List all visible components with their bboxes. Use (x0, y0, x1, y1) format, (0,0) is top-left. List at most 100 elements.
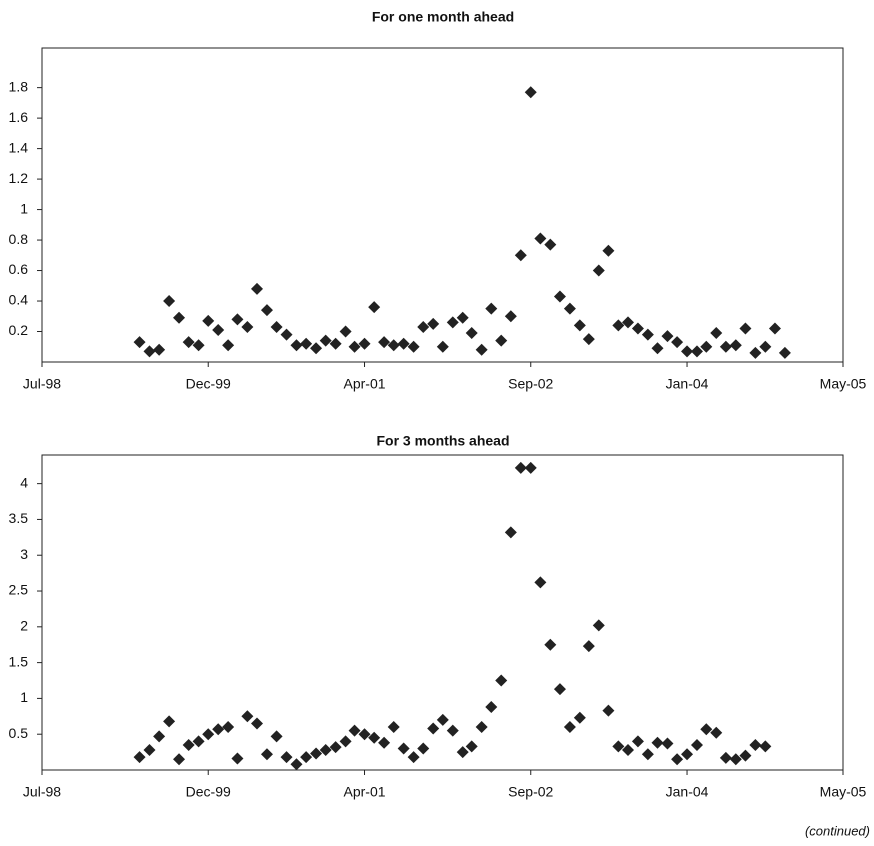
marker (358, 728, 371, 741)
marker (573, 319, 586, 332)
marker (417, 320, 430, 333)
x-tick-label: May-05 (820, 784, 867, 800)
y-tick-label: 3.5 (9, 510, 29, 526)
marker (417, 742, 430, 755)
marker (397, 742, 410, 755)
marker (524, 461, 537, 474)
marker (544, 238, 557, 251)
marker (631, 322, 644, 335)
marker (348, 340, 361, 353)
y-tick-label: 0.8 (9, 231, 29, 247)
marker (651, 342, 664, 355)
marker (378, 336, 391, 349)
y-tick-label: 1.2 (9, 170, 29, 186)
marker (621, 316, 634, 329)
marker (260, 748, 273, 761)
marker (280, 328, 293, 341)
marker (192, 735, 205, 748)
marker (251, 282, 264, 295)
marker (671, 336, 684, 349)
marker (163, 295, 176, 308)
marker (290, 758, 303, 771)
marker (182, 336, 195, 349)
marker (456, 311, 469, 324)
marker (231, 313, 244, 326)
marker (290, 339, 303, 352)
y-tick-label: 0.4 (9, 292, 29, 308)
plot-frame (41, 47, 844, 363)
marker (739, 322, 752, 335)
marker (573, 711, 586, 724)
marker (280, 751, 293, 764)
marker (310, 747, 323, 760)
marker (456, 746, 469, 759)
marker (729, 339, 742, 352)
marker (339, 735, 352, 748)
marker (592, 264, 605, 277)
marker (690, 345, 703, 358)
chart-title: For one month ahead (372, 9, 514, 25)
y-tick-label: 1 (20, 200, 28, 216)
marker (446, 724, 459, 737)
marker (319, 743, 332, 756)
y-tick-label: 2 (20, 618, 28, 634)
marker (563, 302, 576, 315)
marker (592, 619, 605, 632)
marker (710, 327, 723, 340)
y-tick-label: 0.2 (9, 322, 29, 338)
marker (749, 738, 762, 751)
marker (485, 302, 498, 315)
marker (358, 337, 371, 350)
marker (553, 290, 566, 303)
marker (212, 323, 225, 336)
marker (241, 320, 254, 333)
marker (260, 304, 273, 317)
marker (163, 715, 176, 728)
marker (397, 337, 410, 350)
marker (641, 748, 654, 761)
plot-frame (41, 454, 844, 771)
marker (173, 753, 186, 766)
x-tick-label: Jul-98 (23, 784, 61, 800)
y-tick-label: 1.5 (9, 653, 29, 669)
x-tick-label: Jan-04 (666, 784, 709, 800)
x-tick-label: Jan-04 (666, 376, 709, 392)
marker (251, 717, 264, 730)
marker (582, 333, 595, 346)
marker (612, 740, 625, 753)
marker (133, 336, 146, 349)
marker (514, 249, 527, 262)
marker (778, 346, 791, 359)
marker (436, 713, 449, 726)
marker (202, 314, 215, 327)
marker (582, 640, 595, 653)
y-tick-label: 4 (20, 474, 28, 490)
marker (729, 753, 742, 766)
marker (192, 339, 205, 352)
marker (436, 340, 449, 353)
x-tick-label: Jul-98 (23, 376, 61, 392)
marker (368, 301, 381, 314)
marker (514, 461, 527, 474)
marker (534, 576, 547, 589)
y-tick-label: 1.4 (9, 139, 29, 155)
marker (446, 316, 459, 329)
y-tick-label: 3 (20, 546, 28, 562)
marker (563, 721, 576, 734)
marker (319, 334, 332, 347)
x-tick-label: Sep-02 (508, 784, 553, 800)
marker (465, 327, 478, 340)
marker (768, 322, 781, 335)
marker (700, 340, 713, 353)
marker (475, 721, 488, 734)
marker (671, 753, 684, 766)
marker (719, 751, 732, 764)
x-tick-label: Sep-02 (508, 376, 553, 392)
marker (719, 340, 732, 353)
x-tick-label: Dec-99 (186, 784, 231, 800)
marker (661, 737, 674, 750)
y-tick-label: 0.5 (9, 725, 29, 741)
marker (739, 749, 752, 762)
y-tick-label: 1.6 (9, 109, 29, 125)
